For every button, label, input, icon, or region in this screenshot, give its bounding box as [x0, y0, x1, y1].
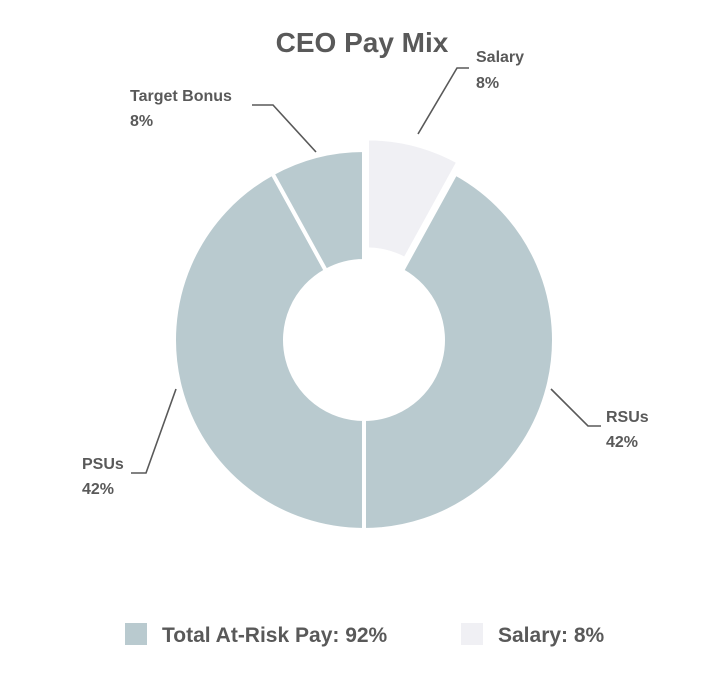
slice-label-psus-value: 42% [82, 481, 114, 498]
slice-label-target-bonus-name: Target Bonus [130, 88, 232, 105]
slice-target-bonus [270, 148, 366, 273]
slice-label-rsus-name: RSUs [606, 409, 649, 426]
leader-line-rsus [550, 388, 601, 427]
legend-label-at-risk: Total At-Risk Pay: 92% [162, 624, 388, 647]
leader-line-target-bonus [252, 104, 317, 153]
slice-rsus [362, 171, 556, 532]
slice-salary [364, 136, 461, 262]
legend-swatch-salary [461, 623, 483, 645]
slice-label-salary-name: Salary [476, 49, 524, 66]
chart-title: CEO Pay Mix [276, 27, 449, 58]
slice-psus [172, 171, 366, 532]
leader-line-psus [131, 388, 177, 474]
slice-label-rsus-value: 42% [606, 434, 638, 451]
slices [172, 136, 556, 532]
leader-line-salary [417, 67, 469, 135]
legend-swatch-at-risk [125, 623, 147, 645]
slice-label-salary-value: 8% [476, 75, 499, 92]
leader-lines [131, 67, 601, 474]
slice-label-target-bonus-value: 8% [130, 113, 153, 130]
slice-label-psus-name: PSUs [82, 456, 124, 473]
legend-label-salary: Salary: 8% [498, 624, 605, 647]
